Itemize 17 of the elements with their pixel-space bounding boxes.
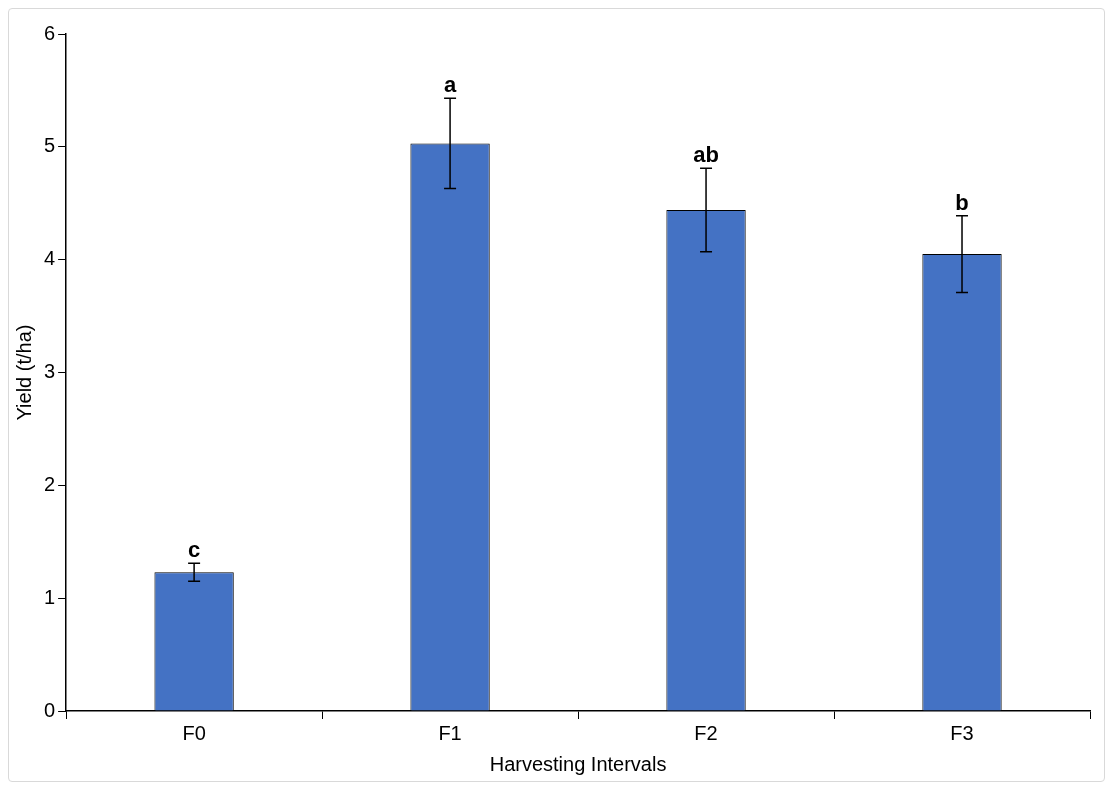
- annotation: ab: [693, 142, 719, 168]
- x-tick-label: F3: [950, 721, 974, 744]
- x-tick-label: F1: [438, 721, 462, 744]
- y-tick-label: 1: [44, 585, 56, 608]
- x-axis-title: Harvesting Intervals: [489, 752, 667, 775]
- y-tick-label: 3: [44, 360, 56, 383]
- y-tick-label: 0: [44, 698, 56, 721]
- annotation: c: [187, 537, 201, 563]
- annotation: a: [443, 72, 457, 98]
- y-tick-label: 6: [44, 21, 56, 44]
- x-tick-label: F2: [694, 721, 718, 744]
- y-tick-label: 2: [44, 472, 56, 495]
- y-axis-title: Yield (t/ha): [12, 324, 35, 421]
- annotation: b: [955, 189, 969, 215]
- x-tick-label: F0: [182, 721, 206, 744]
- y-tick-label: 4: [44, 247, 56, 270]
- y-tick-label: 5: [44, 134, 56, 157]
